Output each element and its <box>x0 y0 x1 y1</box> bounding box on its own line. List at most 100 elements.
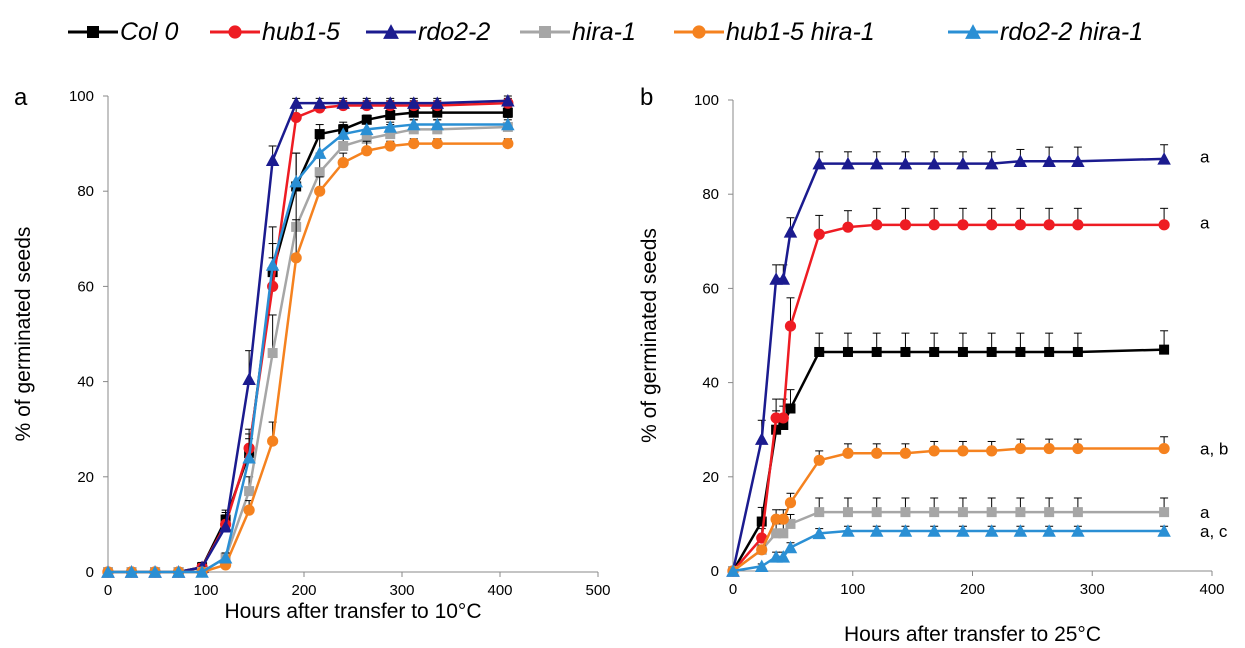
data-point-rdo2-2 <box>312 96 327 109</box>
data-point-hub1-5-hira-1 <box>267 435 279 447</box>
series-line-hira-1 <box>108 125 508 574</box>
data-point-hub1-5 <box>928 219 940 231</box>
legend-label-col0: Col 0 <box>120 17 179 46</box>
legend-item-hira-1: hira-1 <box>520 12 636 52</box>
data-point-hira-1 <box>385 129 396 140</box>
data-point-rdo2-2 <box>359 96 374 109</box>
data-point-rdo2-2-hira-1 <box>359 122 374 136</box>
data-point-Col-0 <box>408 107 419 118</box>
data-point-hub1-5-hira-1 <box>408 138 420 150</box>
series-Col-0 <box>103 107 513 577</box>
data-point-hira-1 <box>771 528 782 539</box>
legend-marker-hub1-5-hira-1 <box>692 25 706 39</box>
legend-item-hub1-5-hira-1: hub1-5 hira-1 <box>674 12 875 52</box>
legend-item-hub1-5: hub1-5 <box>210 12 340 52</box>
data-point-hub1-5-hira-1 <box>1014 442 1026 455</box>
data-point-rdo2-2-hira-1 <box>812 526 826 540</box>
data-point-hira-1 <box>338 140 349 151</box>
data-point-hub1-5-hira-1 <box>337 157 349 169</box>
data-point-hira-1 <box>1072 507 1083 518</box>
data-point-rdo2-2 <box>218 520 233 533</box>
legend-label-hub1-5: hub1-5 <box>262 17 340 46</box>
legend-marker-col0 <box>68 26 118 38</box>
x-tick-label: 300 <box>389 582 414 599</box>
data-point-hub1-5 <box>777 412 789 424</box>
y-tick-label: 60 <box>77 278 94 295</box>
data-point-hub1-5 <box>899 219 912 231</box>
data-point-hub1-5-hira-1 <box>314 185 326 197</box>
data-point-hira-1 <box>361 133 372 144</box>
legend-label-rdo2-2: rdo2-2 <box>418 17 491 46</box>
legend-marker-rdo2-2 <box>366 24 416 39</box>
significance-label: a, b <box>1200 440 1228 459</box>
data-point-hira-1 <box>267 348 278 359</box>
data-point-rdo2-2 <box>289 96 303 109</box>
x-tick-label: 200 <box>291 582 316 599</box>
series-hub1-5 <box>102 97 514 578</box>
data-point-rdo2-2-hira-1 <box>1157 524 1171 537</box>
data-point-Col-0 <box>842 346 853 357</box>
significance-label: a, c <box>1200 522 1228 541</box>
data-point-rdo2-2 <box>956 156 970 170</box>
data-point-rdo2-2 <box>783 225 798 238</box>
data-point-hub1-5-hira-1 <box>899 447 912 459</box>
data-point-rdo2-2-hira-1 <box>956 524 970 537</box>
data-point-hub1-5 <box>1043 219 1055 231</box>
legend-marker-hira-1 <box>520 26 570 38</box>
y-tick-label: 100 <box>69 88 94 105</box>
data-point-rdo2-2 <box>898 156 913 170</box>
data-point-rdo2-2 <box>754 432 769 445</box>
data-point-hira-1 <box>986 507 997 518</box>
legend-marker-hub1-5-hira-1 <box>674 25 724 39</box>
x-tick-label: 100 <box>193 582 218 599</box>
data-point-Col-0 <box>314 129 325 140</box>
data-point-hub1-5 <box>1072 219 1084 231</box>
y-tick-label: 40 <box>77 374 94 391</box>
data-point-rdo2-2-hira-1 <box>383 120 397 133</box>
data-point-hub1-5-hira-1 <box>928 445 940 457</box>
series-hira-1 <box>103 116 513 577</box>
data-point-Col-0 <box>1072 346 1083 357</box>
data-point-hub1-5-hira-1 <box>243 504 255 516</box>
data-point-hira-1 <box>314 167 325 178</box>
data-point-rdo2-2-hira-1 <box>869 524 884 537</box>
legend-marker-Col-0 <box>87 26 99 38</box>
y-tick-label: 100 <box>694 92 719 109</box>
data-point-rdo2-2-hira-1 <box>776 550 791 563</box>
data-point-hub1-5 <box>1014 219 1026 231</box>
data-point-Col-0 <box>756 516 767 527</box>
panel-label-b: b <box>640 84 654 111</box>
data-point-rdo2-2 <box>984 156 999 170</box>
legend-item-rdo2-2-hira-1: rdo2-2 hira-1 <box>948 12 1143 52</box>
y-tick-label: 40 <box>702 375 719 392</box>
data-point-hub1-5-hira-1 <box>361 145 373 157</box>
data-point-rdo2-2 <box>336 96 350 109</box>
y-axis-title: % of germinated seeds <box>12 227 35 442</box>
significance-label: a <box>1200 503 1210 522</box>
data-point-hub1-5-hira-1 <box>813 454 825 466</box>
data-point-rdo2-2-hira-1 <box>265 258 280 271</box>
data-point-hub1-5-hira-1 <box>842 447 854 459</box>
data-point-hira-1 <box>957 507 968 518</box>
data-point-rdo2-2-hira-1 <box>1071 524 1085 537</box>
data-point-Col-0 <box>814 346 825 357</box>
data-point-Col-0 <box>785 403 796 414</box>
data-point-rdo2-2-hira-1 <box>148 565 162 578</box>
data-point-rdo2-2 <box>383 96 397 109</box>
data-point-hub1-5 <box>986 219 998 231</box>
series-line-rdo2-2 <box>731 157 1165 572</box>
data-point-rdo2-2-hira-1 <box>242 451 256 464</box>
x-tick-label: 0 <box>729 581 737 598</box>
x-axis-title: Hours after transfer to 25°C <box>844 623 1101 646</box>
data-point-Col-0 <box>778 419 789 430</box>
data-point-rdo2-2-hira-1 <box>898 524 913 537</box>
data-point-Col-0 <box>986 346 997 357</box>
data-point-rdo2-2 <box>430 96 445 109</box>
data-point-rdo2-2-hira-1 <box>1013 524 1028 537</box>
data-point-hira-1 <box>1044 507 1055 518</box>
y-tick-label: 0 <box>86 564 94 581</box>
series-line-hub1-5 <box>108 101 508 574</box>
data-point-Col-0 <box>957 346 968 357</box>
data-point-hub1-5-hira-1 <box>986 445 998 457</box>
